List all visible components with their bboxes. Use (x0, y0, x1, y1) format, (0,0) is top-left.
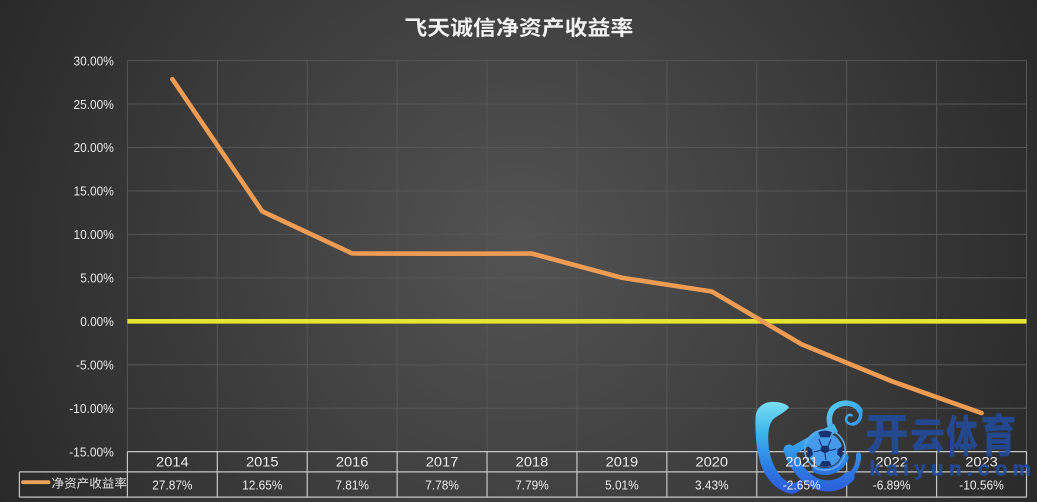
svg-text:-5.00%: -5.00% (76, 357, 114, 372)
svg-text:27.87%: 27.87% (152, 477, 193, 492)
svg-text:3.43%: 3.43% (695, 477, 729, 492)
svg-text:-10.56%: -10.56% (959, 477, 1004, 492)
svg-text:-10.00%: -10.00% (69, 401, 114, 416)
svg-text:2023: 2023 (965, 454, 998, 469)
svg-text:2017: 2017 (426, 454, 459, 469)
svg-text:30.00%: 30.00% (74, 53, 115, 68)
svg-text:-15.00%: -15.00% (69, 444, 114, 459)
svg-text:kaiyun.com: kaiyun.com (870, 457, 1032, 480)
svg-text:20.00%: 20.00% (74, 140, 115, 155)
svg-text:15.00%: 15.00% (74, 184, 115, 199)
svg-text:-2.65%: -2.65% (783, 477, 821, 492)
svg-text:7.81%: 7.81% (335, 477, 369, 492)
svg-text:2016: 2016 (336, 454, 369, 469)
svg-text:2018: 2018 (516, 454, 549, 469)
svg-text:5.01%: 5.01% (605, 477, 639, 492)
svg-text:0.00%: 0.00% (80, 314, 114, 329)
svg-text:2014: 2014 (156, 454, 189, 469)
svg-text:7.79%: 7.79% (515, 477, 549, 492)
svg-text:2021: 2021 (785, 454, 818, 469)
svg-text:2015: 2015 (246, 454, 279, 469)
svg-text:12.65%: 12.65% (242, 477, 283, 492)
svg-text:7.78%: 7.78% (425, 477, 459, 492)
svg-text:2022: 2022 (875, 454, 908, 469)
svg-text:-6.89%: -6.89% (873, 477, 911, 492)
svg-text:5.00%: 5.00% (80, 271, 114, 286)
svg-text:2019: 2019 (606, 454, 639, 469)
svg-text:25.00%: 25.00% (74, 97, 115, 112)
svg-text:10.00%: 10.00% (74, 227, 115, 242)
svg-text:2020: 2020 (696, 454, 729, 469)
